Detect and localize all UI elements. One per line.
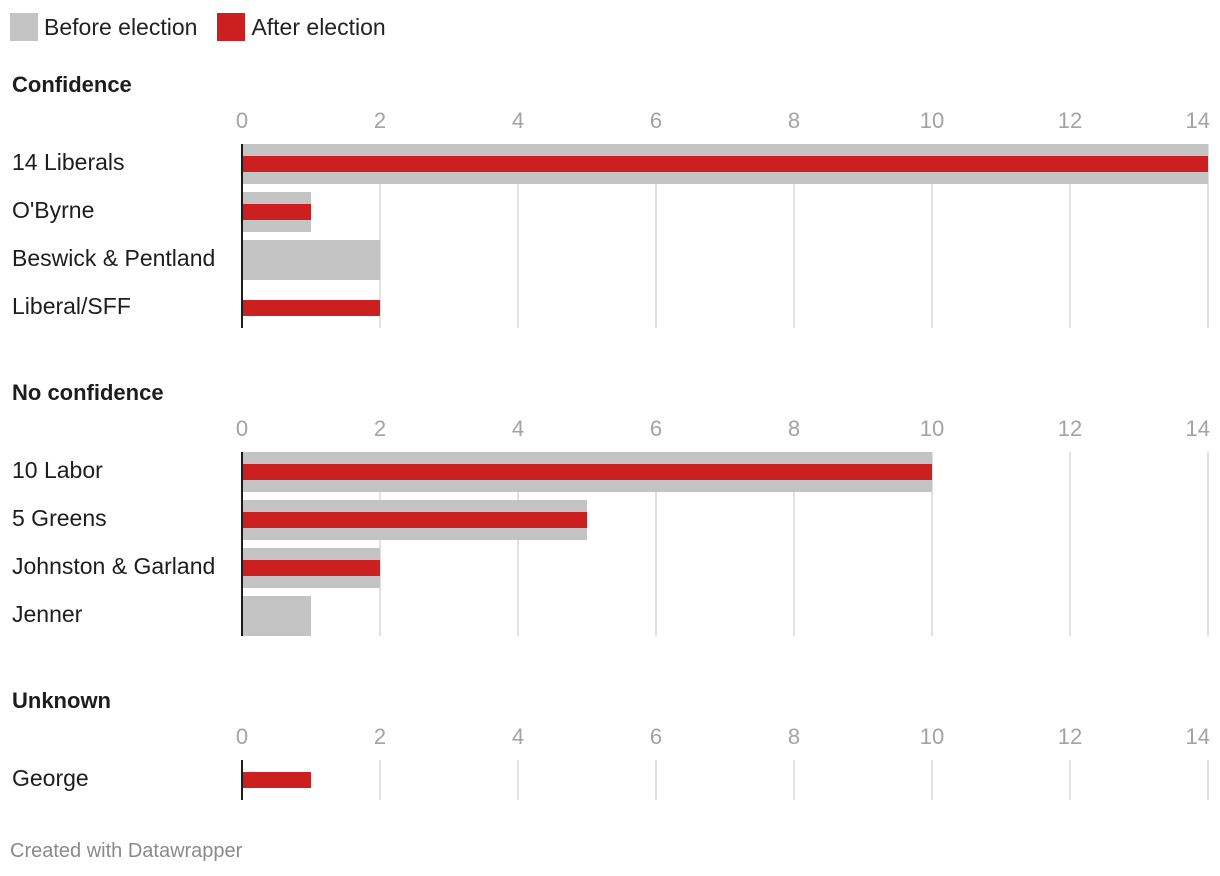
x-tick-label: 6: [650, 724, 662, 749]
x-tick-label: 6: [650, 108, 662, 133]
footer-credit: Created with Datawrapper: [10, 840, 243, 862]
row-label: O'Byrne: [12, 197, 94, 223]
x-tick-label: 14: [1186, 416, 1210, 441]
bar-after: [242, 772, 311, 788]
row-label: Liberal/SFF: [12, 293, 131, 319]
x-tick-label: 0: [236, 416, 248, 441]
row-label: Johnston & Garland: [12, 553, 215, 579]
bar-before: [242, 240, 380, 280]
x-tick-label: 10: [920, 724, 944, 749]
x-tick-label: 8: [788, 724, 800, 749]
bar-after: [242, 156, 1208, 172]
legend-item-after: After election: [217, 13, 386, 41]
x-tick-label: 14: [1186, 108, 1210, 133]
group-title: No confidence: [12, 380, 164, 405]
row-label: Beswick & Pentland: [12, 245, 215, 271]
bar-before: [242, 596, 311, 636]
row-label: George: [12, 765, 89, 791]
bar-after: [242, 300, 380, 316]
legend-swatch-after: [217, 13, 246, 41]
legend: Before election After election: [10, 12, 406, 42]
x-tick-label: 2: [374, 416, 386, 441]
group-title: Unknown: [12, 688, 111, 713]
legend-item-before: Before election: [10, 13, 197, 41]
legend-label-after: After election: [251, 13, 386, 40]
x-tick-label: 10: [920, 108, 944, 133]
x-tick-label: 8: [788, 416, 800, 441]
x-tick-label: 0: [236, 724, 248, 749]
legend-swatch-before: [10, 13, 38, 41]
row-label: Jenner: [12, 601, 83, 627]
x-tick-label: 12: [1058, 416, 1082, 441]
bar-after: [242, 560, 380, 576]
x-tick-label: 4: [512, 724, 524, 749]
row-label: 10 Labor: [12, 457, 103, 483]
legend-label-before: Before election: [44, 13, 198, 40]
row-label: 5 Greens: [12, 505, 107, 531]
bar-after: [242, 512, 587, 528]
x-tick-label: 2: [374, 108, 386, 133]
x-tick-label: 0: [236, 108, 248, 133]
x-tick-label: 10: [920, 416, 944, 441]
x-tick-label: 8: [788, 108, 800, 133]
x-tick-label: 12: [1058, 108, 1082, 133]
x-tick-label: 4: [512, 416, 524, 441]
x-tick-label: 14: [1186, 724, 1210, 749]
group-title: Confidence: [12, 72, 132, 97]
x-tick-label: 12: [1058, 724, 1082, 749]
x-tick-label: 4: [512, 108, 524, 133]
bar-after: [242, 204, 311, 220]
x-tick-label: 2: [374, 724, 386, 749]
x-tick-label: 6: [650, 416, 662, 441]
row-label: 14 Liberals: [12, 149, 125, 175]
bar-after: [242, 464, 932, 480]
